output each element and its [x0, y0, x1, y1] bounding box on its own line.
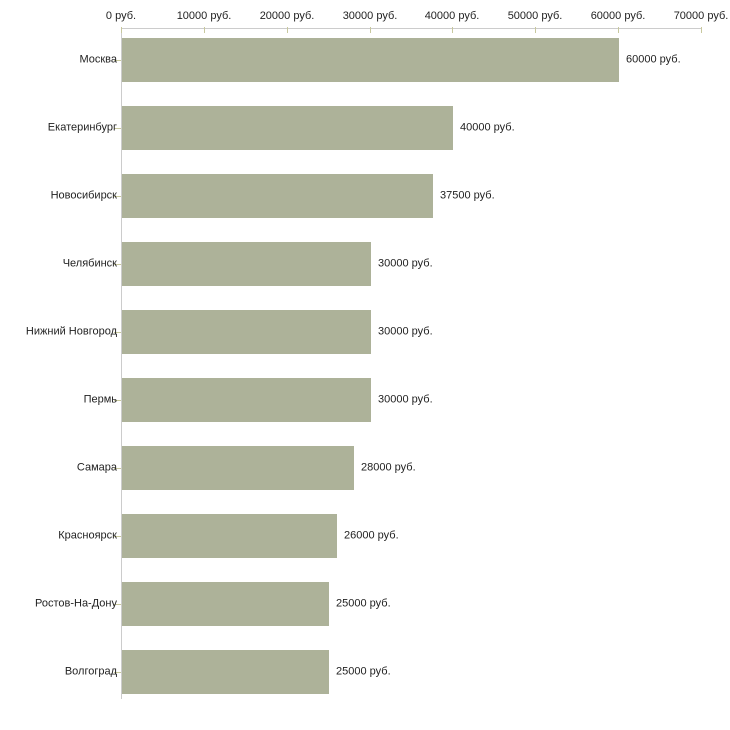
bar-9 [122, 582, 329, 626]
value-label: 26000 руб. [344, 529, 399, 542]
category-tick-mark [114, 332, 121, 333]
bar-3 [122, 174, 433, 218]
x-tick-label: 30000 руб. [342, 10, 398, 22]
value-label: 40000 руб. [460, 121, 515, 134]
bar-10 [122, 650, 329, 694]
x-tick-mark [701, 27, 702, 33]
category-label: Нижний Новгород [25, 325, 117, 338]
bar-6 [122, 378, 371, 422]
x-tick-label: 60000 руб. [590, 10, 646, 22]
category-label: Москва [79, 53, 117, 66]
bar-8 [122, 514, 337, 558]
category-label: Волгоград [64, 665, 117, 678]
category-tick-mark [114, 604, 121, 605]
value-label: 25000 руб. [336, 665, 391, 678]
x-tick-label: 0 руб. [105, 10, 137, 22]
category-tick-mark [114, 60, 121, 61]
category-label: Новосибирск [50, 189, 117, 202]
x-tick-label: 10000 руб. [176, 10, 232, 22]
bar-5 [122, 310, 371, 354]
value-label: 60000 руб. [626, 53, 681, 66]
bar-4 [122, 242, 371, 286]
category-tick-mark [114, 672, 121, 673]
category-label: Самара [76, 461, 117, 474]
x-tick-label: 50000 руб. [507, 10, 563, 22]
x-tick-label: 20000 руб. [259, 10, 315, 22]
category-label: Екатеринбург [47, 121, 117, 134]
category-label: Красноярск [58, 529, 117, 542]
x-tick-mark [287, 27, 288, 33]
bar-2 [122, 106, 453, 150]
category-label: Челябинск [62, 257, 117, 270]
x-tick-mark [535, 27, 536, 33]
x-tick-label: 70000 руб. [673, 10, 729, 22]
x-tick-mark [370, 27, 371, 33]
value-label: 28000 руб. [361, 461, 416, 474]
value-label: 37500 руб. [440, 189, 495, 202]
x-tick-mark [204, 27, 205, 33]
x-tick-mark [452, 27, 453, 33]
x-tick-mark [618, 27, 619, 33]
category-label: Пермь [83, 393, 117, 406]
category-tick-mark [114, 128, 121, 129]
value-label: 30000 руб. [378, 325, 433, 338]
category-tick-mark [114, 264, 121, 265]
x-tick-label: 40000 руб. [424, 10, 480, 22]
category-tick-mark [114, 400, 121, 401]
bar-1 [122, 38, 619, 82]
x-tick-mark [121, 27, 122, 33]
category-tick-mark [114, 196, 121, 197]
value-label: 30000 руб. [378, 393, 433, 406]
value-label: 25000 руб. [336, 597, 391, 610]
x-axis-line [121, 28, 702, 29]
value-label: 30000 руб. [378, 257, 433, 270]
category-tick-mark [114, 536, 121, 537]
category-label: Ростов-На-Дону [34, 597, 117, 610]
y-axis-line [121, 28, 122, 699]
category-tick-mark [114, 468, 121, 469]
bar-7 [122, 446, 354, 490]
